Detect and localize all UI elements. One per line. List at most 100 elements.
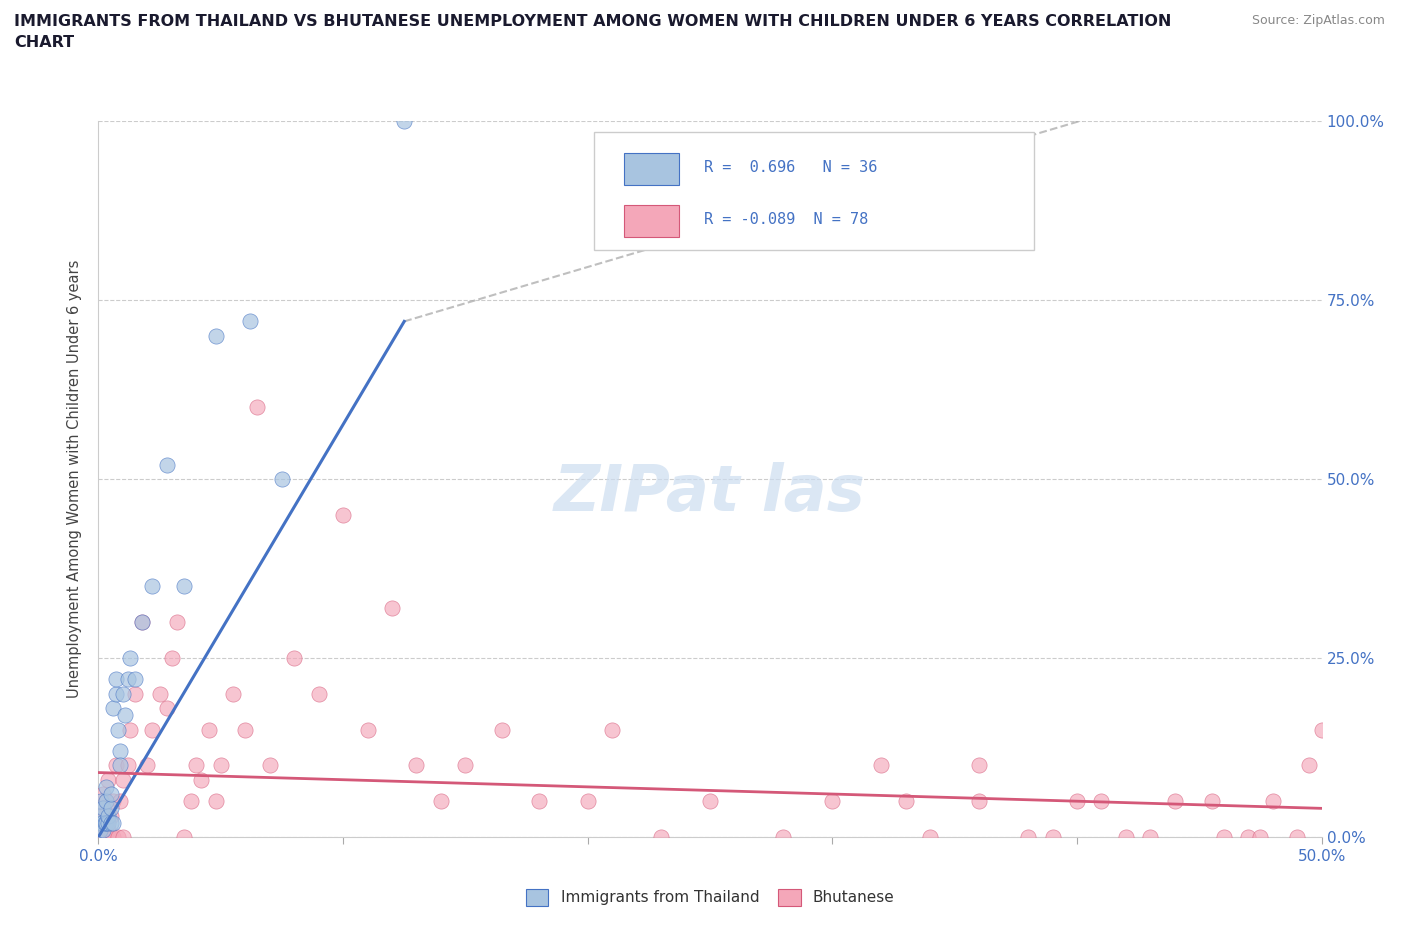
Text: IMMIGRANTS FROM THAILAND VS BHUTANESE UNEMPLOYMENT AMONG WOMEN WITH CHILDREN UND: IMMIGRANTS FROM THAILAND VS BHUTANESE UN… [14, 14, 1171, 50]
Point [111, 686, 134, 701]
Point [100, 816, 122, 830]
Y-axis label: Unemployment Among Women with Children Under 6 years: Unemployment Among Women with Children U… [67, 259, 83, 698]
Point [91, 801, 114, 816]
Point [101, 700, 124, 715]
Point [1237, 830, 1260, 844]
Point [90, 801, 112, 816]
Point [1310, 722, 1333, 737]
Point [104, 672, 127, 687]
Point [699, 794, 721, 809]
Point [967, 758, 990, 773]
Point [107, 722, 129, 737]
Point [1286, 830, 1309, 844]
Point [100, 808, 122, 823]
Point [1164, 794, 1187, 809]
Point [527, 794, 550, 809]
Point [97, 808, 120, 823]
Point [821, 794, 844, 809]
Point [1249, 830, 1271, 844]
Point [117, 672, 139, 687]
Point [120, 722, 142, 737]
Point [110, 794, 132, 809]
FancyBboxPatch shape [593, 132, 1035, 250]
Text: ZIPat las: ZIPat las [554, 462, 866, 525]
Point [156, 700, 179, 715]
Point [1201, 794, 1223, 809]
Point [197, 722, 219, 737]
Point [308, 686, 330, 701]
Point [110, 744, 132, 759]
Point [90, 794, 112, 809]
Point [90, 808, 112, 823]
Point [104, 758, 127, 773]
Point [332, 508, 354, 523]
Point [124, 686, 146, 701]
Point [160, 651, 183, 666]
Point [772, 830, 794, 844]
Point [101, 816, 124, 830]
Point [120, 651, 142, 666]
Point [97, 816, 120, 830]
Text: Source: ZipAtlas.com: Source: ZipAtlas.com [1251, 14, 1385, 27]
Point [180, 794, 202, 809]
Point [190, 772, 212, 787]
Point [149, 686, 172, 701]
Point [107, 830, 129, 844]
Point [1261, 794, 1284, 809]
Point [356, 722, 378, 737]
Point [89, 822, 111, 837]
Text: R =  0.696   N = 36: R = 0.696 N = 36 [704, 160, 877, 175]
Point [111, 772, 134, 787]
Point [392, 113, 416, 128]
Point [1066, 794, 1088, 809]
Point [600, 722, 623, 737]
Legend: Immigrants from Thailand, Bhutanese: Immigrants from Thailand, Bhutanese [519, 883, 901, 911]
Point [454, 758, 477, 773]
Point [136, 758, 159, 773]
Point [91, 830, 114, 844]
Point [233, 722, 256, 737]
Point [110, 758, 132, 773]
Point [186, 758, 208, 773]
Point [259, 758, 281, 773]
Point [89, 830, 111, 844]
Point [91, 822, 114, 837]
Point [101, 794, 124, 809]
Point [97, 822, 120, 837]
Point [576, 794, 599, 809]
Point [91, 830, 114, 844]
Point [1298, 758, 1320, 773]
Point [205, 794, 228, 809]
Point [166, 615, 188, 630]
Point [173, 830, 195, 844]
Point [209, 758, 232, 773]
Point [114, 708, 136, 723]
Point [94, 816, 117, 830]
Point [91, 808, 114, 823]
Point [94, 794, 117, 809]
Point [1042, 830, 1064, 844]
Point [1139, 830, 1161, 844]
Point [100, 787, 122, 802]
Point [111, 830, 134, 844]
Point [430, 794, 453, 809]
Point [920, 830, 942, 844]
Point [91, 816, 114, 830]
Point [1090, 794, 1112, 809]
Point [131, 615, 153, 630]
Point [491, 722, 513, 737]
Point [94, 830, 117, 844]
Point [239, 314, 262, 329]
Point [246, 400, 269, 415]
Bar [624, 153, 679, 185]
Point [131, 615, 153, 630]
Point [101, 830, 124, 844]
Point [141, 722, 163, 737]
Point [283, 651, 305, 666]
Point [650, 830, 672, 844]
Point [222, 686, 245, 701]
Bar [624, 205, 679, 237]
Point [100, 830, 122, 844]
Point [270, 472, 294, 486]
Point [90, 830, 112, 844]
